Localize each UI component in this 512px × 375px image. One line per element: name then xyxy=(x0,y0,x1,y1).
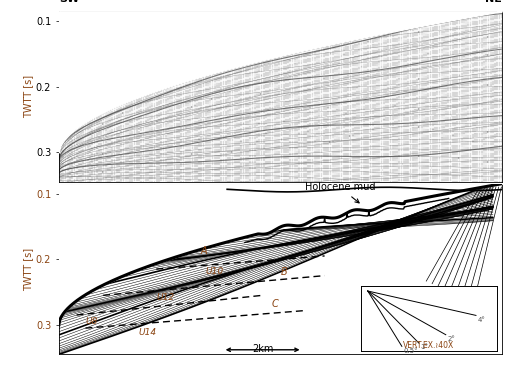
Text: 4°: 4° xyxy=(477,317,485,323)
Y-axis label: TWTT [s]: TWTT [s] xyxy=(23,248,33,291)
Text: VERT.EX.≀40X: VERT.EX.≀40X xyxy=(403,341,455,350)
Text: Holocene mud: Holocene mud xyxy=(305,182,375,203)
Text: NE: NE xyxy=(485,0,502,4)
Text: B: B xyxy=(281,267,287,278)
Text: 1°: 1° xyxy=(420,345,429,351)
Text: U12: U12 xyxy=(156,293,175,302)
Text: ≤75m: ≤75m xyxy=(99,44,129,54)
Text: 0.5°: 0.5° xyxy=(403,348,418,354)
Text: U14: U14 xyxy=(139,328,157,337)
Text: C: C xyxy=(271,299,278,309)
Y-axis label: TWTT [s]: TWTT [s] xyxy=(23,75,33,118)
Text: A: A xyxy=(201,246,207,256)
Text: 2°: 2° xyxy=(447,336,455,342)
Text: SW: SW xyxy=(59,0,79,4)
Text: U10: U10 xyxy=(205,267,223,276)
Text: 2km: 2km xyxy=(252,344,273,354)
Text: U8: U8 xyxy=(86,317,98,326)
